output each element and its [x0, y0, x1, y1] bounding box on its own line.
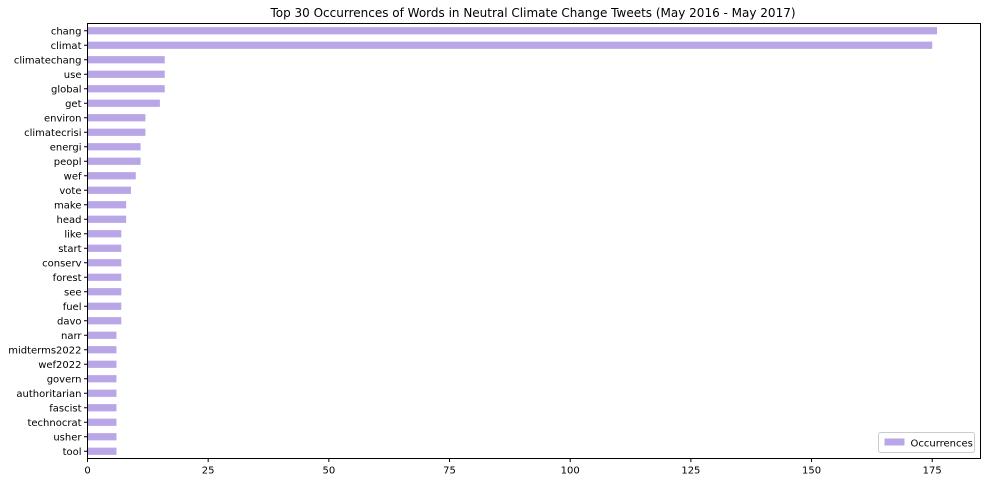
y-tick-label: energi [50, 142, 82, 153]
y-tick-label: see [64, 287, 82, 298]
bar-head [87, 215, 127, 223]
x-tick-label: 125 [681, 466, 700, 477]
x-tick-label: 50 [322, 466, 335, 477]
y-tick-label: start [58, 244, 81, 255]
y-tick-label: usher [53, 432, 82, 443]
bar-like [87, 230, 122, 238]
x-tick-label: 175 [923, 466, 942, 477]
bar-govern [87, 375, 117, 383]
y-tick-label: wef2022 [38, 360, 81, 371]
y-tick-label: govern [47, 374, 82, 385]
y-tick-label: forest [53, 273, 82, 284]
bar-fascist [87, 404, 117, 412]
bar-climatechang [87, 56, 165, 64]
y-tick-label: chang [51, 26, 82, 37]
bar-narr [87, 331, 117, 339]
legend-label: Occurrences [911, 439, 973, 450]
bar-peopl [87, 157, 141, 165]
y-tick-label: midterms2022 [8, 345, 81, 356]
y-tick-label: climatecrisi [24, 128, 81, 139]
bar-fuel [87, 302, 122, 310]
y-tick-label: vote [59, 186, 81, 197]
bar-davo [87, 317, 122, 325]
y-tick-label: make [54, 200, 81, 211]
y-tick-label: peopl [54, 157, 82, 168]
legend: Occurrences [878, 432, 975, 453]
y-tick-label: head [57, 215, 82, 226]
bar-conserv [87, 259, 122, 267]
y-tick-label: tool [63, 447, 82, 458]
y-tick-label: global [51, 84, 82, 95]
y-tick-label: climatechang [14, 55, 82, 66]
y-tick-label: get [65, 99, 82, 110]
y-tick-label: narr [61, 331, 82, 342]
y-axis-ticks: chang climat climatechang use global get envir… [8, 26, 88, 458]
y-tick-label: climat [51, 41, 82, 52]
bar-tool [87, 447, 117, 455]
y-tick-label: use [64, 70, 82, 81]
x-tick-label: 0 [84, 466, 90, 477]
bars-layer [87, 27, 938, 455]
bar-global [87, 85, 165, 93]
y-tick-label: fuel [63, 302, 82, 313]
bar-forest [87, 273, 122, 281]
x-tick-label: 100 [561, 466, 580, 477]
bar-usher [87, 433, 117, 441]
x-tick-label: 75 [443, 466, 456, 477]
bar-vote [87, 186, 131, 194]
y-tick-label: authoritarian [16, 389, 81, 400]
bar-start [87, 244, 122, 252]
bar-make [87, 201, 127, 209]
bar-environ [87, 114, 146, 122]
x-tick-label: 150 [802, 466, 821, 477]
bar-see [87, 288, 122, 296]
bar-use [87, 70, 165, 78]
legend-swatch [884, 438, 905, 446]
bar-climat [87, 41, 933, 49]
bar-chang [87, 27, 938, 35]
y-tick-label: fascist [49, 403, 81, 414]
bar-wef [87, 172, 136, 180]
x-tick-label: 25 [202, 466, 215, 477]
bar-get [87, 99, 160, 107]
y-tick-label: like [64, 229, 81, 240]
bar-authoritarian [87, 389, 117, 397]
legend-box [878, 432, 975, 453]
y-tick-label: conserv [42, 258, 81, 269]
y-tick-label: davo [57, 316, 82, 327]
y-tick-label: technocrat [27, 418, 81, 429]
bar-energi [87, 143, 141, 151]
bar-wef2022 [87, 360, 117, 368]
x-axis-ticks: 0 25 50 75 100 125 150 175 [84, 458, 942, 477]
bar-technocrat [87, 418, 117, 426]
y-tick-label: wef [64, 171, 82, 182]
y-tick-label: environ [44, 113, 82, 124]
chart-title: Top 30 Occurrences of Words in Neutral C… [269, 6, 795, 20]
bar-climatecrisi [87, 128, 146, 136]
plot-frame [87, 23, 981, 459]
bar-midterms2022 [87, 346, 117, 354]
